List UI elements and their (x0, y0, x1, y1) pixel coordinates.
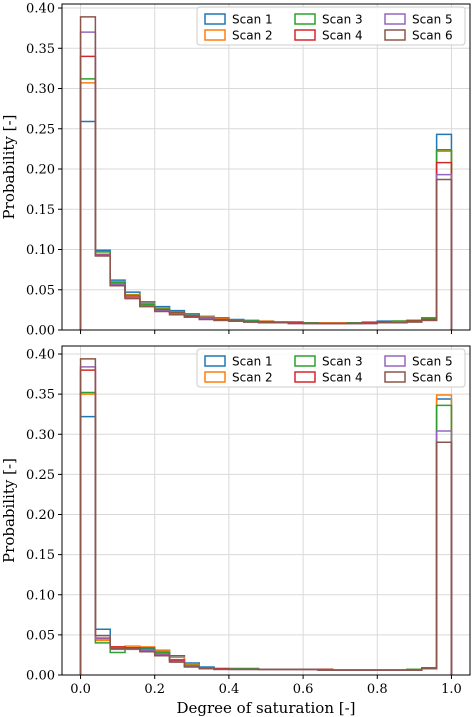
legend-label-scan-4: Scan 4 (322, 371, 363, 385)
x-tick-label: 0.4 (219, 682, 240, 697)
legend-swatch-scan-6 (384, 371, 406, 383)
series-scan-4-histogram (79, 369, 453, 675)
y-axis-label: Probability [-] (0, 115, 18, 220)
legend-swatch-scan-4 (294, 371, 316, 383)
series-scan-5-histogram (79, 366, 453, 675)
x-tick-label: 0.6 (293, 682, 314, 697)
legend-swatch-scan-5 (384, 355, 406, 367)
legend-swatch-scan-2 (204, 29, 226, 41)
series-scan-6-histogram (79, 358, 453, 675)
legend: Scan 1 Scan 2 Scan 3 Scan 4 Scan 5 Scan 6 (196, 6, 466, 46)
y-tick-label: 0.30 (26, 82, 55, 97)
legend-swatch-scan-3 (294, 13, 316, 25)
x-tick-label: 1.0 (441, 682, 462, 697)
y-tick-label: 0.35 (26, 42, 55, 57)
series-scan-3-histogram (79, 391, 453, 675)
legend-label-scan-3: Scan 3 (322, 13, 363, 27)
y-tick-label: 0.20 (26, 163, 55, 178)
legend-label-scan-2: Scan 2 (232, 371, 273, 385)
legend-swatch-scan-1 (204, 355, 226, 367)
y-tick-label: 0.10 (26, 588, 55, 603)
legend-label-scan-6: Scan 6 (412, 371, 453, 385)
series-scan-6-histogram (79, 16, 453, 330)
y-tick-label: 0.25 (26, 468, 55, 483)
legend-box (196, 6, 466, 46)
legend-label-scan-5: Scan 5 (412, 13, 453, 27)
x-tick-label: 0.2 (144, 682, 165, 697)
legend-swatch-scan-5 (384, 13, 406, 25)
series-scan-1-histogram (79, 398, 453, 675)
y-tick-label: 0.15 (26, 548, 55, 563)
legend-label-scan-2: Scan 2 (232, 29, 273, 43)
chart-panel-1: 0.00 0.05 0.10 0.15 0.20 0.25 0.30 0.35 0.40 Prob… (0, 2, 471, 339)
x-tick-label: 0.0 (70, 682, 91, 697)
legend-label-scan-6: Scan 6 (412, 29, 453, 43)
plot-frame (61, 345, 471, 676)
legend-label-scan-3: Scan 3 (322, 355, 363, 369)
y-tick-label: 0.05 (26, 628, 55, 643)
y-tick-label: 0.00 (26, 324, 55, 339)
legend-swatch-scan-3 (294, 355, 316, 367)
y-tick-label: 0.10 (26, 243, 55, 258)
legend-label-scan-1: Scan 1 (232, 13, 273, 27)
series-scan-2-histogram (79, 82, 453, 330)
y-tick-label: 0.15 (26, 203, 55, 218)
y-tick-label: 0.30 (26, 428, 55, 443)
series-scan-3-histogram (79, 78, 453, 330)
legend-swatch-scan-6 (384, 29, 406, 41)
x-tick-label: 0.8 (367, 682, 388, 697)
legend-label-scan-1: Scan 1 (232, 355, 273, 369)
legend-swatch-scan-4 (294, 29, 316, 41)
legend-swatch-scan-1 (204, 13, 226, 25)
x-axis-label: Degree of saturation [-] (176, 699, 355, 717)
series-scan-5-histogram (79, 31, 453, 330)
legend: Scan 1 Scan 2 Scan 3 Scan 4 Scan 5 Scan 6 (196, 348, 466, 388)
legend-label-scan-4: Scan 4 (322, 29, 363, 43)
series-scan-2-histogram (79, 393, 453, 675)
y-tick-label: 0.20 (26, 508, 55, 523)
y-tick-label: 0.40 (26, 348, 55, 363)
chart-panel-2: 0.00 0.05 0.10 0.15 0.20 0.25 0.30 0.35 0.40 0.0 0… (0, 345, 471, 717)
legend-box (196, 348, 466, 388)
y-tick-label: 0.05 (26, 283, 55, 298)
y-tick-label: 0.40 (26, 2, 55, 17)
legend-swatch-scan-2 (204, 371, 226, 383)
y-tick-label: 0.35 (26, 388, 55, 403)
y-axis-label: Probability [-] (0, 458, 18, 563)
y-tick-label: 0.00 (26, 669, 55, 684)
series-scan-4-histogram (79, 55, 453, 330)
plot-frame (61, 3, 471, 331)
legend-label-scan-5: Scan 5 (412, 355, 453, 369)
y-tick-label: 0.25 (26, 122, 55, 137)
